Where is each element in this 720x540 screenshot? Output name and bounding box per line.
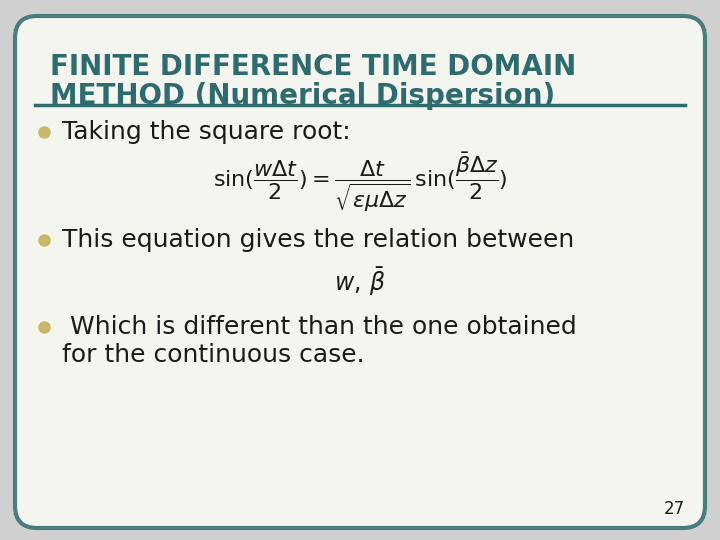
FancyBboxPatch shape — [15, 16, 705, 528]
Text: for the continuous case.: for the continuous case. — [62, 343, 364, 367]
Text: $w,\,\bar{\beta}$: $w,\,\bar{\beta}$ — [334, 266, 386, 299]
Text: METHOD (Numerical Dispersion): METHOD (Numerical Dispersion) — [50, 82, 555, 110]
Text: This equation gives the relation between: This equation gives the relation between — [62, 228, 575, 252]
Text: Which is different than the one obtained: Which is different than the one obtained — [62, 315, 577, 339]
Text: FINITE DIFFERENCE TIME DOMAIN: FINITE DIFFERENCE TIME DOMAIN — [50, 53, 576, 81]
Text: Taking the square root:: Taking the square root: — [62, 120, 351, 144]
Text: $\sin(\dfrac{w\Delta t}{2}) = \dfrac{\Delta t}{\sqrt{\varepsilon\mu\Delta z}}\,\: $\sin(\dfrac{w\Delta t}{2}) = \dfrac{\De… — [212, 150, 508, 214]
Text: 27: 27 — [664, 500, 685, 518]
